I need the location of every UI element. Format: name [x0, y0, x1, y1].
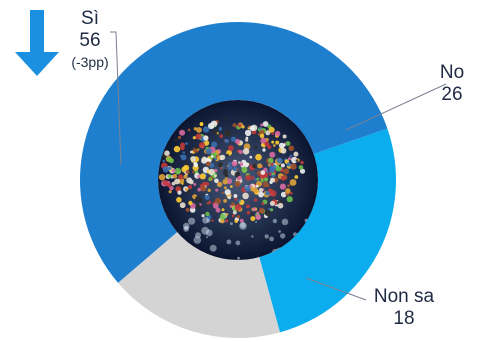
leader-line-nonsa [305, 277, 367, 301]
leader-lines-group [110, 31, 447, 301]
label-nonsa: Non sa 18 [364, 286, 444, 330]
leader-line-si [110, 31, 122, 166]
center-photo [158, 100, 318, 260]
slice-no [259, 128, 396, 333]
label-nonsa-name: Non sa [373, 286, 435, 307]
label-no-name: No [439, 62, 465, 83]
slice-s- [80, 22, 388, 283]
slice-non-sa [118, 232, 280, 339]
label-si: Sì 56 (-3pp) [66, 8, 114, 72]
arrow-down-icon [15, 10, 59, 76]
label-si-name: Sì [81, 8, 99, 29]
label-nonsa-value: 18 [393, 308, 415, 329]
slices-group [80, 22, 396, 339]
label-si-value: 56 [79, 30, 101, 51]
label-si-change: (-3pp) [71, 54, 109, 70]
leader-line-no [345, 83, 447, 131]
label-no: No 26 [428, 62, 476, 106]
label-no-value: 26 [441, 84, 463, 105]
